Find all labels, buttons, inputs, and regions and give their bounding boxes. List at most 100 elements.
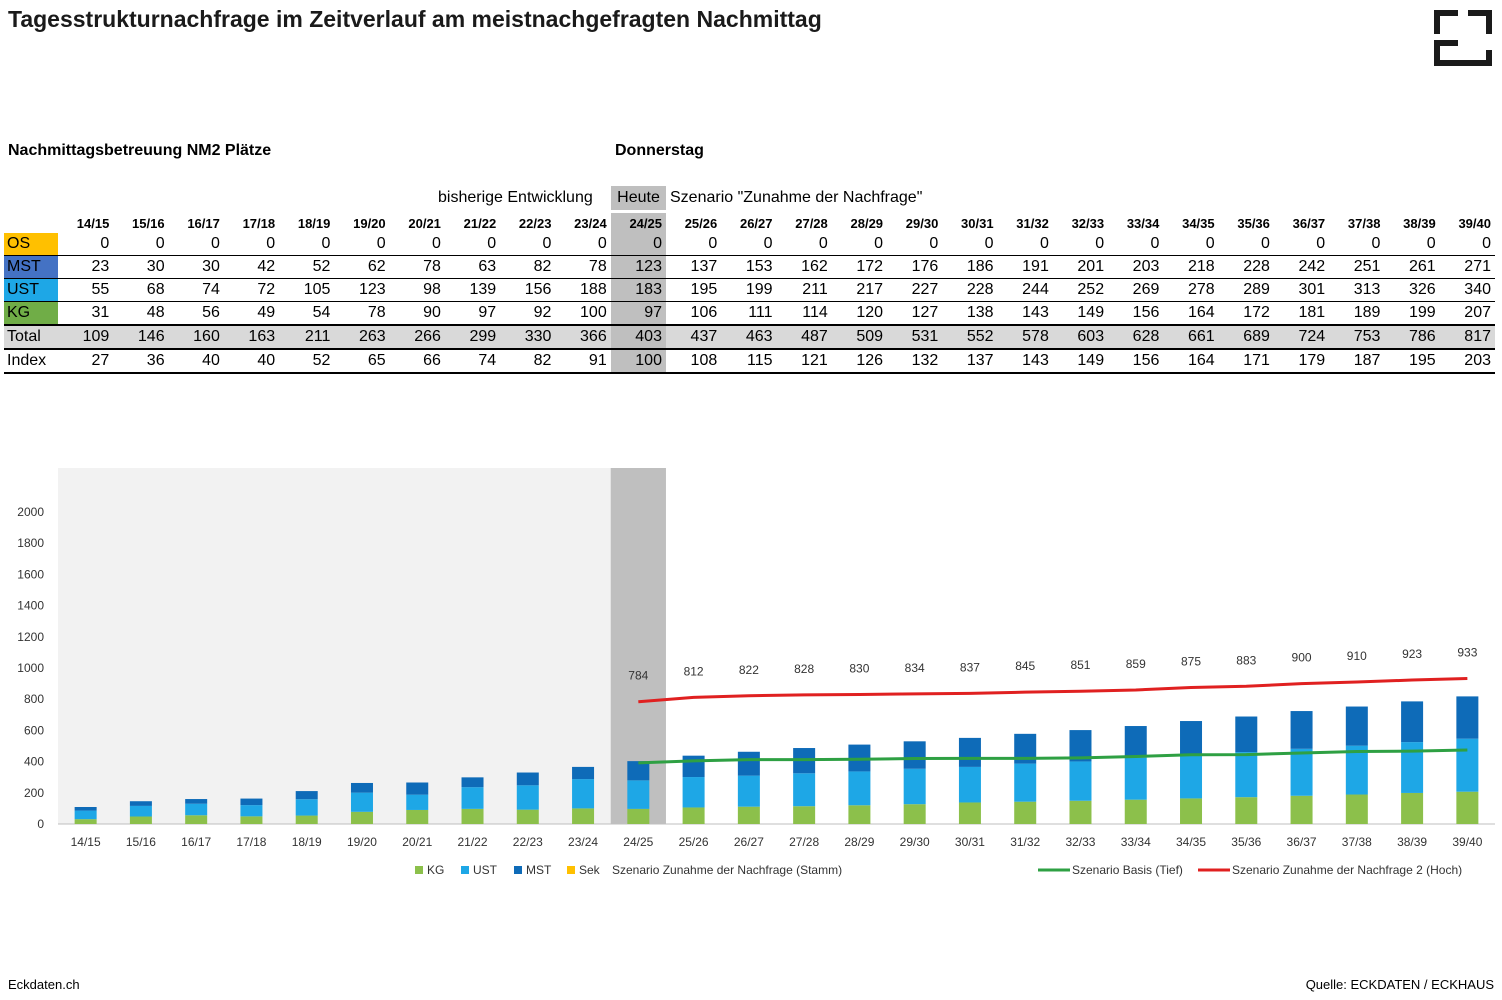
y-tick-label: 0 — [37, 817, 44, 831]
table-cell: 299 — [444, 324, 501, 350]
table-cell: 301 — [1273, 278, 1330, 302]
line-data-label: 875 — [1181, 655, 1201, 669]
footer-source: Quelle: ECKDATEN / ECKHAUS — [1305, 977, 1494, 992]
table-cell: 0 — [831, 233, 888, 256]
table-cell: 326 — [1384, 278, 1440, 302]
legend-label: UST — [473, 863, 498, 877]
bar-ust — [1401, 742, 1424, 793]
bar-kg — [627, 808, 650, 824]
table-cell: 172 — [1218, 301, 1274, 326]
table-cell: 31 — [58, 301, 114, 326]
bar-kg — [295, 815, 318, 824]
row-label: UST — [4, 278, 59, 302]
table-cell: 753 — [1329, 324, 1385, 350]
bar-kg — [74, 819, 97, 824]
table-cell: 244 — [997, 278, 1053, 302]
table-row-os: OS 0 0 0 0 0 0 0 0 0 0 0 0 0 0 0 0 0 0 0 0 0 0 0 0 0 0 — [4, 233, 1495, 256]
bar-ust — [406, 794, 429, 810]
table-cell: 199 — [1384, 301, 1440, 326]
y-tick-label: 1200 — [17, 630, 44, 644]
bar-kg — [1014, 801, 1037, 824]
row-label: Index — [4, 349, 59, 374]
eckhaus-logo-icon — [1434, 10, 1492, 66]
bar-kg — [572, 808, 595, 824]
table-cell: 0 — [776, 233, 832, 256]
table-cell: 228 — [1218, 255, 1274, 279]
bar-kg — [1069, 800, 1092, 824]
table-cell: 74 — [444, 349, 501, 374]
table-cell: 115 — [721, 349, 777, 374]
table-cell: 191 — [997, 255, 1053, 279]
bar-ust — [903, 768, 926, 805]
line-data-label: 834 — [905, 661, 925, 675]
line-data-label: 784 — [628, 669, 648, 683]
table-cell: 92 — [500, 301, 556, 326]
table-cell: 137 — [665, 255, 722, 279]
line-data-label: 910 — [1347, 649, 1367, 663]
page-title: Tagesstrukturnachfrage im Zeitverlauf am… — [8, 6, 822, 32]
table-cell: 189 — [1329, 301, 1385, 326]
x-tick-label: 36/37 — [1287, 835, 1317, 849]
legend-label: KG — [427, 863, 444, 877]
table-cell: 91 — [555, 349, 611, 374]
bar-mst — [1456, 696, 1479, 739]
legend-label: MST — [526, 863, 552, 877]
table-cell: 0 — [58, 233, 114, 256]
bar-kg — [406, 809, 429, 824]
table-row-mst: MST 23 30 30 42 52 62 78 63 82 78 123 137 153 162 172 17… — [4, 255, 1495, 279]
line-series — [638, 676, 1468, 704]
year-header: 22/23 — [518, 215, 552, 231]
y-tick-label: 2000 — [17, 505, 44, 519]
bar-mst — [240, 798, 263, 806]
legend-swatch — [567, 866, 575, 874]
line-data-label: 822 — [739, 663, 759, 677]
year-header: 32/33 — [1071, 215, 1105, 231]
table-cell: 252 — [1052, 278, 1109, 302]
bar-mst — [1124, 726, 1147, 758]
x-tick-label: 32/33 — [1065, 835, 1095, 849]
subtitle-right: Donnerstag — [615, 142, 704, 159]
bar-mst — [1345, 706, 1368, 746]
year-header: 15/16 — [132, 215, 165, 231]
bar-mst — [185, 799, 208, 804]
table-cell: 162 — [776, 255, 832, 279]
x-tick-label: 15/16 — [126, 835, 156, 849]
row-label: Total — [4, 324, 59, 350]
table-cell: 403 — [610, 324, 666, 350]
line-data-label: 883 — [1236, 653, 1256, 667]
table-cell: 78 — [334, 301, 390, 326]
table-cell: 143 — [997, 349, 1053, 374]
legend-line-label: Szenario Zunahme der Nachfrage 2 (Hoch) — [1232, 863, 1462, 877]
table-cell: 0 — [444, 233, 501, 256]
line-data-label: 933 — [1457, 645, 1477, 659]
table-cell: 30 — [113, 255, 169, 279]
bar-ust — [461, 787, 484, 809]
x-tick-label: 17/18 — [236, 835, 266, 849]
bar-mst — [129, 801, 152, 806]
table-cell: 97 — [610, 301, 666, 326]
legend-label: Sek — [579, 863, 601, 877]
line-data-label: 837 — [960, 660, 980, 674]
bar-kg — [1456, 791, 1479, 824]
x-tick-label: 21/22 — [458, 835, 488, 849]
table-cell: 183 — [610, 278, 666, 302]
table-cell: 0 — [1273, 233, 1330, 256]
table-cell: 114 — [776, 301, 832, 326]
table-cell: 172 — [831, 255, 888, 279]
table-cell: 203 — [1108, 255, 1164, 279]
line-data-label: 845 — [1015, 659, 1035, 673]
bar-mst — [74, 806, 97, 811]
table-cell: 187 — [1329, 349, 1385, 374]
table-cell: 23 — [58, 255, 114, 279]
legend-line-label: Szenario Basis (Tief) — [1072, 863, 1183, 877]
table-cell: 40 — [223, 349, 280, 374]
table-cell: 0 — [1108, 233, 1164, 256]
year-header: 23/24 — [574, 215, 607, 231]
table-cell: 54 — [279, 301, 335, 326]
table-cell: 487 — [776, 324, 832, 350]
table-cell: 82 — [500, 255, 556, 279]
table-cell: 0 — [665, 233, 722, 256]
table-cell: 63 — [444, 255, 501, 279]
table-cell: 36 — [113, 349, 169, 374]
table-cell: 98 — [389, 278, 445, 302]
